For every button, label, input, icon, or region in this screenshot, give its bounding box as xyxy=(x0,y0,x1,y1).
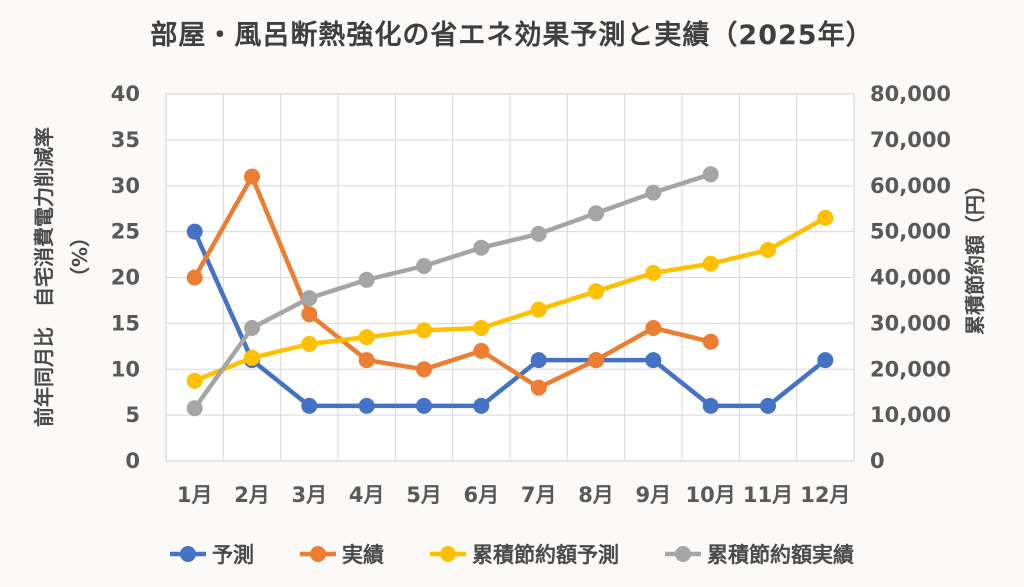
data-point-actual xyxy=(186,269,203,286)
line-dot-marker-icon xyxy=(300,546,336,562)
data-point-forecast xyxy=(760,397,776,414)
x-axis-month-label: 2月 xyxy=(234,483,270,507)
data-point-cumulative-savings-actual xyxy=(186,400,203,417)
x-axis-month-label: 9月 xyxy=(636,483,672,507)
data-point-cumulative-savings-forecast xyxy=(358,329,375,346)
line-dot-marker-icon xyxy=(170,546,206,562)
right-axis-tick-label: 20,000 xyxy=(870,357,951,381)
right-axis-tick-label: 30,000 xyxy=(870,311,951,335)
data-point-cumulative-savings-actual xyxy=(588,205,604,222)
right-axis-tick-label: 40,000 xyxy=(870,266,951,290)
legend-item-forecast: 予測 xyxy=(170,539,254,569)
legend-item-actual: 実績 xyxy=(300,539,384,569)
data-point-forecast xyxy=(645,352,662,369)
x-axis-month-label: 1月 xyxy=(177,483,213,507)
data-point-forecast xyxy=(473,397,490,414)
series-line-forecast xyxy=(192,229,828,409)
data-point-cumulative-savings-forecast xyxy=(301,336,318,352)
line-dot-marker-icon xyxy=(665,546,701,562)
series-line-cumulative-savings-actual xyxy=(192,172,713,411)
data-point-cumulative-savings-actual xyxy=(702,166,719,183)
data-point-cumulative-savings-actual xyxy=(473,239,490,256)
x-axis-month-label: 12月 xyxy=(800,483,850,507)
data-point-actual xyxy=(244,168,260,185)
data-point-cumulative-savings-actual xyxy=(301,290,318,307)
right-axis-tick-label: 60,000 xyxy=(870,174,951,198)
legend-label: 実績 xyxy=(342,543,384,567)
legend-label: 累積節約額実績 xyxy=(707,543,854,567)
x-axis-month-label: 5月 xyxy=(406,483,442,507)
data-point-cumulative-savings-forecast xyxy=(817,209,834,226)
left-axis-tick-label: 20 xyxy=(111,266,140,290)
data-point-actual xyxy=(702,333,719,350)
x-axis-month-label: 3月 xyxy=(292,483,328,507)
data-point-cumulative-savings-forecast xyxy=(530,301,547,318)
data-point-forecast xyxy=(530,352,547,369)
left-axis-tick-label: 5 xyxy=(125,403,140,427)
data-point-actual xyxy=(301,306,318,323)
data-point-cumulative-savings-actual xyxy=(645,184,662,201)
data-point-cumulative-savings-actual xyxy=(530,225,547,242)
data-point-actual xyxy=(416,361,432,378)
left-axis-tick-label: 40 xyxy=(111,82,140,106)
data-point-cumulative-savings-forecast xyxy=(702,255,719,272)
right-axis-tick-label: 0 xyxy=(870,449,885,473)
data-point-actual xyxy=(588,352,604,369)
left-axis-tick-label: 35 xyxy=(111,128,140,152)
data-point-forecast xyxy=(301,397,318,414)
right-axis-tick-label: 70,000 xyxy=(870,128,951,152)
left-axis-tick-label: 25 xyxy=(111,220,140,244)
legend-label: 累積節約額予測 xyxy=(472,543,619,567)
legend: 予測 実績 累積節約額予測 累積節約額実績 xyxy=(0,539,1024,569)
data-point-actual xyxy=(358,352,375,369)
x-axis-month-label: 6月 xyxy=(464,483,500,507)
x-axis-month-label: 11月 xyxy=(743,483,793,507)
data-point-cumulative-savings-actual xyxy=(244,320,260,336)
data-point-cumulative-savings-actual xyxy=(358,271,375,288)
right-axis-tick-label: 50,000 xyxy=(870,220,951,244)
data-point-cumulative-savings-forecast xyxy=(473,320,490,336)
x-axis-month-label: 8月 xyxy=(578,483,614,507)
chart-title: 部屋・風呂断熱強化の省エネ効果予測と実績（2025年） xyxy=(150,20,874,51)
legend-label: 予測 xyxy=(212,543,254,567)
data-point-forecast xyxy=(358,397,375,414)
right-axis-tick-label: 10,000 xyxy=(870,403,951,427)
data-point-forecast xyxy=(416,397,432,414)
left-axis-tick-label: 0 xyxy=(125,449,140,473)
line-dot-marker-icon xyxy=(430,546,466,562)
x-axis-month-label: 7月 xyxy=(521,483,557,507)
data-point-forecast xyxy=(186,223,203,240)
left-axis-tick-label: 30 xyxy=(111,174,140,198)
series-line-cumulative-savings-forecast xyxy=(192,215,828,383)
data-point-cumulative-savings-actual xyxy=(416,258,432,274)
data-point-actual xyxy=(473,342,490,359)
data-point-forecast xyxy=(702,397,719,414)
data-point-cumulative-savings-forecast xyxy=(416,322,432,339)
data-point-cumulative-savings-forecast xyxy=(760,242,776,258)
plot-border xyxy=(165,93,855,462)
data-point-cumulative-savings-forecast xyxy=(186,372,203,389)
data-point-actual xyxy=(530,379,547,396)
right-axis-tick-label: 80,000 xyxy=(870,82,951,106)
data-point-actual xyxy=(645,320,662,336)
data-point-cumulative-savings-forecast xyxy=(588,283,604,300)
left-axis-tick-label: 10 xyxy=(111,357,140,381)
legend-item-cumulative-savings-actual: 累積節約額実績 xyxy=(665,539,854,569)
data-point-forecast xyxy=(817,352,834,369)
legend-item-cumulative-savings-forecast: 累積節約額予測 xyxy=(430,539,619,569)
x-axis-month-label: 4月 xyxy=(349,483,385,507)
data-point-cumulative-savings-forecast xyxy=(645,264,662,281)
series-line-actual xyxy=(192,174,713,390)
left-axis-tick-label: 15 xyxy=(111,311,140,335)
x-axis-month-label: 10月 xyxy=(686,483,736,507)
data-point-cumulative-savings-forecast xyxy=(244,349,260,366)
